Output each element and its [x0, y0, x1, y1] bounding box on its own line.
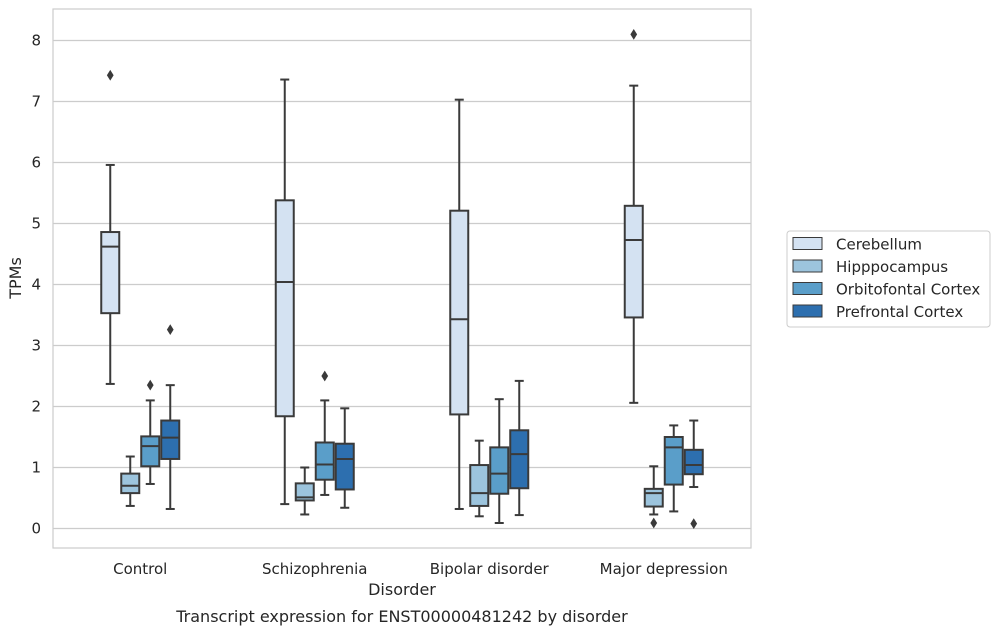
iqr-box — [294, 482, 315, 502]
y-tick-label: 4 — [31, 276, 41, 294]
iqr-box — [160, 419, 181, 460]
box-orbitofontal-cortex — [489, 398, 510, 525]
box-orbitofontal-cortex — [140, 379, 161, 485]
y-tick-label: 8 — [31, 32, 41, 50]
legend-swatch — [792, 282, 823, 295]
y-tick-label: 7 — [31, 93, 41, 111]
x-tick-label: Schizophrenia — [262, 560, 367, 578]
y-tick-label: 6 — [31, 154, 41, 172]
box-prefrontal-cortex — [160, 324, 181, 510]
box-orbitofontal-cortex — [314, 370, 335, 496]
legend-swatch — [792, 304, 823, 318]
legend-label: Cerebellum — [836, 236, 922, 254]
legend-swatch — [792, 237, 823, 250]
box-prefrontal-cortex — [683, 419, 704, 530]
y-axis-ticks: 0 1 2 3 4 5 6 7 8 — [31, 32, 41, 538]
y-tick-label: 3 — [31, 337, 41, 355]
iqr-box — [314, 441, 335, 481]
box-hipppocampus — [643, 465, 664, 529]
y-tick-label: 0 — [31, 520, 41, 538]
legend-swatch — [792, 259, 823, 273]
iqr-box — [469, 464, 490, 507]
iqr-box — [489, 446, 510, 495]
legend-frame — [786, 230, 991, 328]
boxes — [100, 29, 704, 530]
x-axis-title: Disorder — [368, 580, 436, 599]
iqr-box — [643, 487, 664, 508]
iqr-box — [334, 442, 355, 491]
iqr-box — [274, 199, 295, 418]
chart-caption: Transcript expression for ENST0000048124… — [175, 607, 628, 626]
x-tick-label: Major depression — [600, 560, 728, 578]
iqr-box — [663, 436, 684, 486]
iqr-box — [683, 448, 704, 476]
iqr-box — [140, 435, 161, 468]
iqr-box — [120, 472, 141, 495]
legend-label: Orbitofontal Cortex — [836, 281, 980, 299]
box-cerebellum — [449, 98, 470, 510]
x-tick-label: Control — [113, 560, 167, 578]
box-cerebellum — [100, 69, 121, 385]
outlier-marker — [106, 69, 114, 81]
y-tick-label: 1 — [31, 459, 41, 477]
outlier-marker — [690, 518, 698, 530]
box-hipppocampus — [469, 439, 490, 518]
legend-label: Hipppocampus — [836, 258, 948, 276]
outlier-marker — [650, 517, 658, 529]
iqr-box — [449, 209, 470, 416]
iqr-box — [509, 429, 530, 490]
legend-label: Prefrontal Cortex — [836, 303, 963, 321]
box-prefrontal-cortex — [334, 407, 355, 509]
y-tick-label: 5 — [31, 215, 41, 233]
box-orbitofontal-cortex — [663, 424, 684, 513]
iqr-box — [100, 231, 121, 315]
outlier-marker — [146, 379, 154, 391]
box-prefrontal-cortex — [509, 379, 530, 517]
outlier-marker — [630, 29, 638, 40]
box-hipppocampus — [294, 466, 315, 516]
x-axis-ticks: Control Schizophrenia Bipolar disorder Majo… — [113, 560, 728, 578]
legend: Cerebellum Hipppocampus Orbitofontal Corte… — [786, 230, 991, 328]
iqr-box — [623, 204, 644, 319]
plot-area-frame — [52, 8, 752, 549]
y-tick-label: 2 — [31, 398, 41, 416]
outlier-marker — [166, 324, 174, 336]
x-tick-label: Bipolar disorder — [430, 560, 550, 578]
outlier-marker — [321, 370, 329, 382]
box-cerebellum — [623, 29, 644, 404]
box-hipppocampus — [120, 455, 141, 507]
y-axis-title: TPMs — [6, 257, 25, 300]
box-cerebellum — [274, 78, 295, 506]
